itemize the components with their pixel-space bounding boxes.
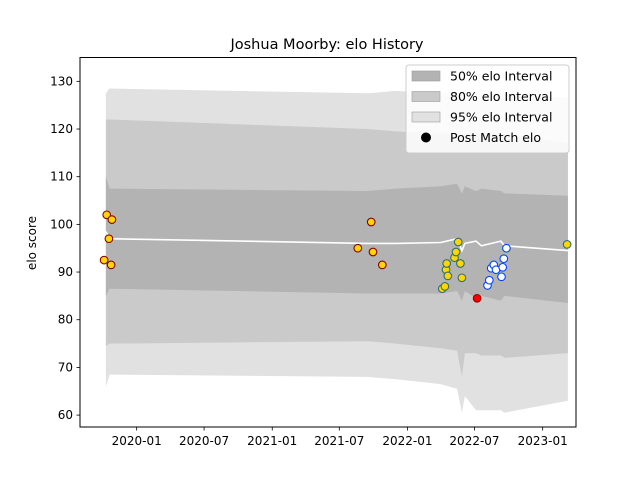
post-match-point <box>443 271 453 281</box>
post-match-point <box>451 247 461 257</box>
post-match-point <box>453 237 463 247</box>
post-match-point <box>107 215 117 224</box>
post-match-point <box>442 259 452 268</box>
legend-swatch <box>411 111 441 123</box>
y-tick-label: 60 <box>58 408 73 422</box>
y-tick-label: 120 <box>50 122 73 136</box>
legend-label: Post Match elo <box>450 130 541 145</box>
post-match-point <box>457 273 467 283</box>
x-tick-label: 2020-07 <box>179 434 229 448</box>
post-match-point <box>368 247 378 257</box>
legend-label: 95% elo Interval <box>450 110 552 125</box>
legend-marker <box>421 132 431 143</box>
y-tick-label: 90 <box>58 265 73 279</box>
legend-label: 50% elo Interval <box>450 69 552 84</box>
x-tick-label: 2022-01 <box>382 434 432 448</box>
post-match-point <box>102 210 112 220</box>
legend: 50% elo Interval 80% elo Interval 95% elo … <box>405 64 570 154</box>
legend-label: 80% elo Interval <box>450 89 552 104</box>
post-match-point <box>499 254 509 264</box>
post-match-point <box>484 275 494 285</box>
post-match-points <box>99 210 572 303</box>
plot-frame <box>79 57 577 428</box>
y-axis-label: elo score <box>25 216 39 270</box>
x-axis-ticks: 2020-01 2020-07 2021-01 2021-07 2022-01 2022-… <box>112 427 568 448</box>
y-tick-label: 110 <box>50 170 73 184</box>
post-match-point <box>562 240 572 249</box>
post-match-point <box>498 262 508 272</box>
post-match-point <box>456 259 465 268</box>
post-match-point <box>440 282 450 291</box>
x-tick-label: 2020-01 <box>112 434 162 448</box>
post-match-point <box>104 234 114 244</box>
post-match-point <box>353 243 363 253</box>
y-tick-label: 70 <box>58 360 73 374</box>
y-tick-label: 100 <box>50 217 73 231</box>
y-axis-ticks: 60 70 80 90 100 110 120 130 <box>50 74 80 422</box>
post-match-point <box>472 293 482 303</box>
x-tick-label: 2021-07 <box>314 434 364 448</box>
post-match-point <box>106 260 116 270</box>
x-tick-label: 2021-01 <box>247 434 297 448</box>
legend-box <box>405 64 570 154</box>
post-match-point <box>502 243 511 253</box>
mean-elo-line <box>105 231 568 253</box>
y-tick-label: 130 <box>50 74 73 88</box>
elo-interval-bands <box>105 88 568 413</box>
post-match-point <box>366 217 376 227</box>
post-match-point <box>377 260 387 270</box>
post-match-point <box>99 255 109 265</box>
legend-swatch <box>411 91 441 102</box>
y-tick-label: 80 <box>58 313 73 327</box>
x-tick-label: 2022-07 <box>449 434 499 448</box>
legend-swatch <box>411 70 441 82</box>
chart-title: Joshua Moorby: elo History <box>229 37 423 53</box>
band-50-interval <box>105 176 568 303</box>
x-tick-label: 2023-01 <box>518 434 568 448</box>
post-match-point <box>497 272 506 282</box>
